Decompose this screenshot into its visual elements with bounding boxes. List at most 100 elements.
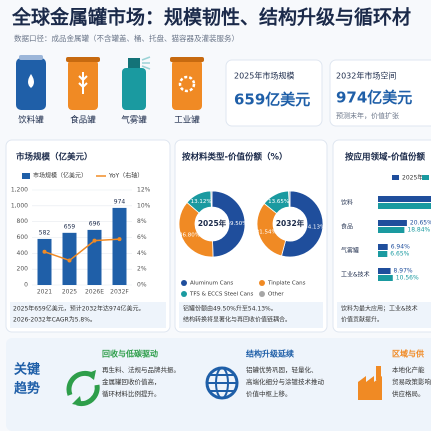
legend-swatch [181, 291, 187, 297]
chart-card [174, 139, 328, 333]
trend-text: 供应格局。 [392, 389, 425, 398]
trend-title: 结构升级延续 [246, 349, 294, 359]
y-tick-label: 400 [17, 250, 29, 257]
value-label: 6.94% [391, 244, 410, 251]
note: 2026-2032年CAGR为5.8%。 [13, 316, 96, 324]
slice-label: 54.13% [304, 225, 325, 231]
value-label: 974 [114, 198, 126, 205]
y-tick-label: 0 [24, 282, 28, 289]
legend-swatch [259, 280, 265, 286]
trend-text: 金属罐回收价值高， [102, 377, 161, 386]
trend-text: 贸易政策影响 [392, 377, 431, 386]
trends-title: 关键 [14, 362, 40, 378]
product-icons [16, 55, 204, 110]
y2-tick-label: 8% [137, 218, 147, 225]
kpi-label: 2032年市场空间 [336, 71, 396, 81]
note: 2025年659亿美元，预计2032年达974亿美元。 [13, 305, 144, 313]
note: 结构转换将显著化与再回收价值链耦合。 [183, 316, 291, 324]
bar [87, 229, 102, 285]
bar [378, 268, 391, 274]
kpi-label: 2025年市场规模 [234, 71, 294, 81]
x-tick-label: 2025 [62, 289, 77, 296]
legend-swatch [22, 173, 30, 179]
value-label: 18.84% [407, 227, 430, 234]
bar [378, 220, 407, 226]
y-tick-label: 气雾罐 [341, 247, 359, 255]
y2-tick-label: 6% [137, 234, 147, 241]
note-box [10, 302, 166, 328]
donut-slice [288, 190, 291, 208]
legend-label: Other [268, 292, 284, 298]
chart-title: 按材料类型-价值份额（%） [182, 152, 288, 163]
legend-label: TFS & ECCS Steel Cans [189, 292, 253, 298]
bar [378, 227, 405, 233]
donut-slice [210, 190, 213, 208]
chart-card [332, 139, 431, 333]
legend-label: YoY（右轴） [108, 172, 143, 180]
y-tick-label: 1,000 [11, 202, 28, 209]
bar [378, 196, 431, 202]
bar [378, 244, 388, 250]
trend-icons [66, 366, 382, 407]
trend-text: 铝罐优势巩固，轻量化、 [246, 365, 318, 374]
note-box [337, 302, 431, 328]
value-label: 8.97% [394, 268, 413, 275]
subtitle: 数据口径：成品金属罐（不含罐盖、桶、托盘、猫容器及灌装服务） [14, 33, 239, 43]
title: 全球金属罐市场：规模韧性、结构升级与循环材 [11, 6, 411, 29]
product-label: 工业罐 [174, 115, 200, 126]
y-tick-label: 600 [17, 234, 29, 241]
value-label: 659 [64, 223, 76, 230]
chart-title: 市场规模（亿美元） [16, 152, 93, 163]
chart-group: 按应用领域-价值份额2025年2032年饮料食品20.65%18.84%气雾罐6… [341, 152, 431, 324]
trend-text: 价值中枢上移。 [246, 389, 292, 398]
trend-text: 循环材料比例提升。 [102, 389, 161, 398]
donut-center-label: 2025年 [198, 218, 227, 228]
bar [378, 251, 388, 257]
product-label: 饮料罐 [18, 115, 44, 126]
value-label: 6.65% [390, 251, 409, 258]
legend-swatch [259, 291, 265, 297]
trend-text: 高端化细分与涂镀技术推动 [246, 377, 325, 386]
line [44, 238, 120, 262]
y-tick-label: 食品 [341, 223, 353, 231]
donut-center-label: 2032年 [276, 218, 305, 228]
legend-label: Aluminum Cans [190, 281, 233, 287]
donut-slice [211, 190, 246, 258]
line-marker [42, 249, 47, 254]
kpi-card [329, 59, 431, 127]
bar [378, 275, 393, 281]
trend-title: 回收与低碳驱动 [102, 349, 158, 359]
value-label: 696 [89, 220, 101, 227]
product-label: 食品罐 [70, 115, 96, 126]
line-marker [67, 258, 72, 263]
bar [112, 207, 127, 285]
donut-slice [281, 190, 324, 258]
legend-swatch [181, 280, 187, 286]
note: 价值贡献提升。 [341, 316, 383, 324]
note-box [179, 302, 323, 328]
x-tick-label: 2026E [85, 289, 104, 296]
x-tick-label: 2021 [37, 289, 52, 296]
legend-swatch [392, 175, 399, 180]
y2-tick-label: 4% [137, 250, 147, 257]
value-label: 582 [39, 229, 51, 236]
legend-label: 2025年 [402, 174, 423, 182]
trend-text: 本地化产能 [392, 365, 425, 374]
trend-text: 再生料、法规与品牌共振。 [102, 365, 180, 374]
kpi-note: 预测末年，价值扩张 [336, 111, 399, 120]
line-marker [117, 237, 122, 242]
value-label: 20.65% [410, 220, 431, 227]
value-label: 10.56% [396, 275, 419, 282]
trend-title: 区域与供 [392, 349, 424, 359]
y-tick-label: 饮料 [341, 199, 353, 207]
product-label: 气雾罐 [121, 115, 147, 126]
note: 铝罐份额由49.50%升至54.13%。 [183, 305, 277, 313]
bar [378, 203, 431, 209]
kpi-value: 659亿美元 [234, 91, 310, 109]
y2-tick-label: 2% [137, 266, 147, 273]
legend-label: 市场规模（亿美元） [33, 172, 87, 180]
y2-tick-label: 10% [137, 202, 151, 209]
note: 饮料为最大应用；工业&技术 [341, 305, 418, 313]
y-tick-label: 1,200 [11, 187, 28, 194]
